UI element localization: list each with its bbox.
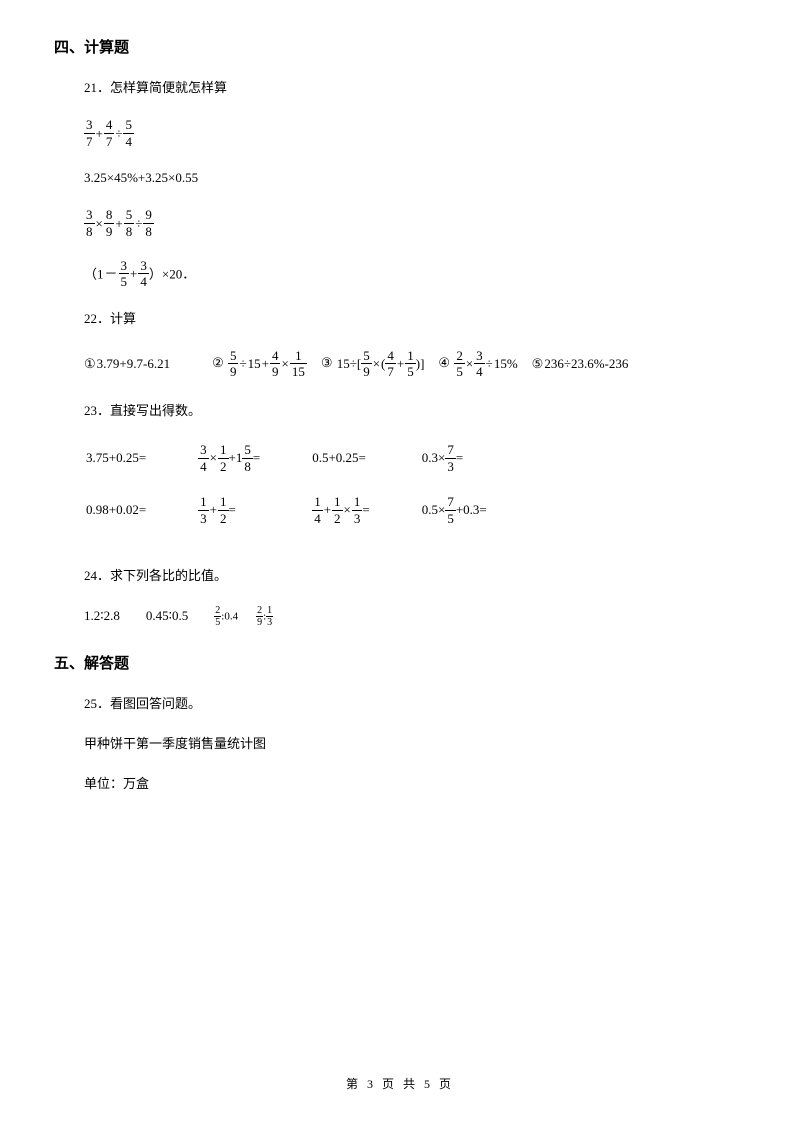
q23-table: 3.75+0.25= 34×12+158= 0.5+0.25= 0.3×73= … bbox=[84, 440, 539, 546]
section-5-title: 五、解答题 bbox=[54, 652, 746, 673]
q23-label: 23．直接写出得数。 bbox=[84, 400, 746, 422]
q25-line1: 甲种饼干第一季度销售量统计图 bbox=[84, 733, 746, 755]
q24-row: 1.2∶2.8 0.45∶0.5 25:0.4 29:13 bbox=[84, 605, 746, 628]
q22-label: 22．计算 bbox=[84, 308, 746, 330]
q21-expr-3: 38×89+58÷98 bbox=[84, 207, 746, 239]
section-4-title: 四、计算题 bbox=[54, 36, 746, 57]
q21-expr-2: 3.25×45%+3.25×0.55 bbox=[84, 167, 746, 189]
q25-line2: 单位：万盒 bbox=[84, 773, 746, 795]
q24-label: 24．求下列各比的比值。 bbox=[84, 565, 746, 587]
q21-expr-1: 37+47÷54 bbox=[84, 117, 746, 149]
q21-expr-4: （1－35+34）×20． bbox=[84, 258, 746, 290]
q25-label: 25．看图回答问题。 bbox=[84, 693, 746, 715]
q22-row: ①3.79+9.7-6.21 ② 59÷15+49×115 ③ 15÷[59×(… bbox=[84, 348, 746, 380]
page-footer: 第 3 页 共 5 页 bbox=[0, 1075, 800, 1092]
q21-label: 21．怎样算简便就怎样算 bbox=[84, 77, 746, 99]
